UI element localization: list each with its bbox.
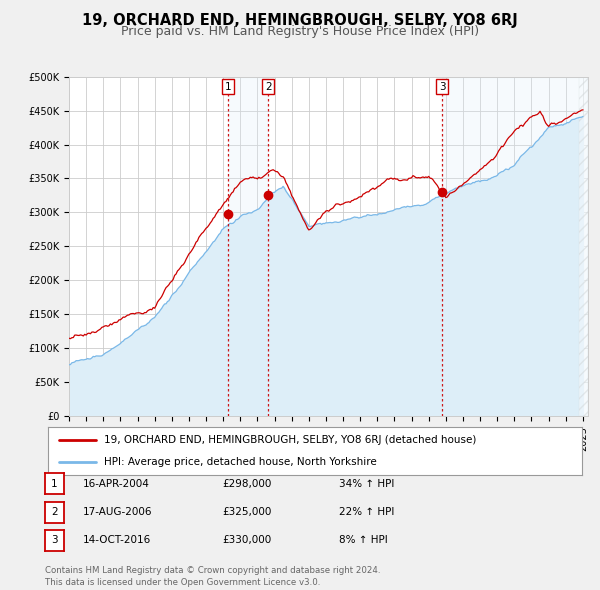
Text: 17-AUG-2006: 17-AUG-2006 xyxy=(83,507,152,517)
Text: 2: 2 xyxy=(51,507,58,517)
Text: Price paid vs. HM Land Registry's House Price Index (HPI): Price paid vs. HM Land Registry's House … xyxy=(121,25,479,38)
Text: 22% ↑ HPI: 22% ↑ HPI xyxy=(339,507,394,517)
Text: £325,000: £325,000 xyxy=(222,507,271,517)
Text: £298,000: £298,000 xyxy=(222,479,271,489)
Text: 19, ORCHARD END, HEMINGBROUGH, SELBY, YO8 6RJ (detached house): 19, ORCHARD END, HEMINGBROUGH, SELBY, YO… xyxy=(104,435,476,445)
Text: 8% ↑ HPI: 8% ↑ HPI xyxy=(339,536,388,545)
Text: £330,000: £330,000 xyxy=(222,536,271,545)
Text: 19, ORCHARD END, HEMINGBROUGH, SELBY, YO8 6RJ: 19, ORCHARD END, HEMINGBROUGH, SELBY, YO… xyxy=(82,13,518,28)
Text: 34% ↑ HPI: 34% ↑ HPI xyxy=(339,479,394,489)
Text: 1: 1 xyxy=(51,479,58,489)
Text: 16-APR-2004: 16-APR-2004 xyxy=(83,479,149,489)
Bar xyxy=(228,77,268,416)
Text: 3: 3 xyxy=(51,536,58,545)
Text: 14-OCT-2016: 14-OCT-2016 xyxy=(83,536,151,545)
Text: 1: 1 xyxy=(225,82,232,92)
Text: HPI: Average price, detached house, North Yorkshire: HPI: Average price, detached house, Nort… xyxy=(104,457,377,467)
Text: Contains HM Land Registry data © Crown copyright and database right 2024.
This d: Contains HM Land Registry data © Crown c… xyxy=(45,566,380,587)
Text: 3: 3 xyxy=(439,82,446,92)
Text: 2: 2 xyxy=(265,82,272,92)
Bar xyxy=(442,77,588,416)
